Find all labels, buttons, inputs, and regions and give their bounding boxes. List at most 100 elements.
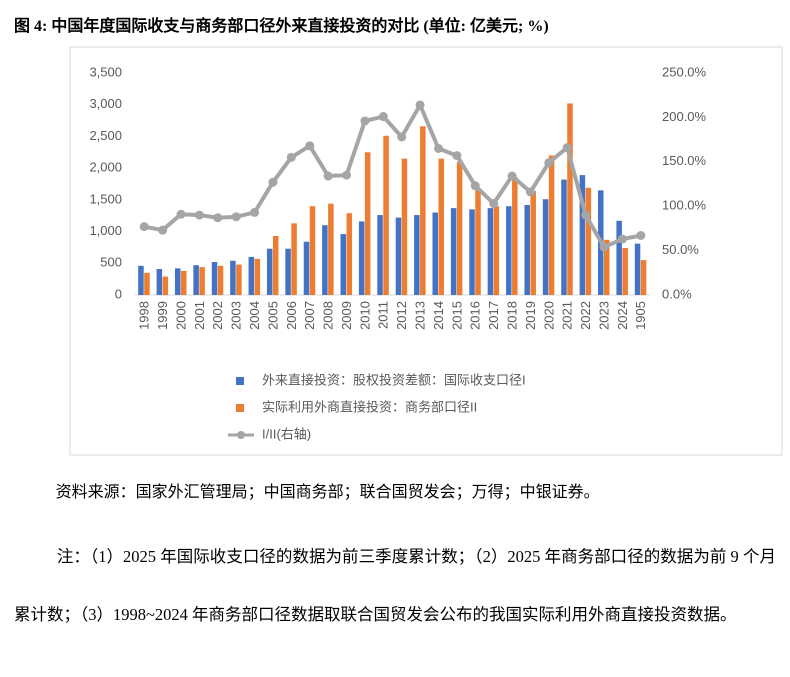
- line-marker: [213, 213, 223, 223]
- line-marker: [581, 210, 591, 220]
- legend-label: 外来直接投资：股权投资差额：国际收支口径I: [262, 372, 526, 387]
- y-tick-label: 2,500: [89, 128, 122, 143]
- bar: [340, 234, 347, 295]
- bar: [622, 248, 628, 295]
- x-tick-label: 2003: [229, 301, 244, 330]
- bar: [567, 103, 573, 296]
- x-tick-label: 2012: [394, 301, 409, 330]
- x-tick-label: 2022: [578, 301, 593, 330]
- bar: [616, 220, 622, 295]
- chart-frame: [69, 46, 783, 456]
- line-marker: [544, 158, 554, 168]
- legend-symbol: [237, 431, 245, 439]
- line-marker: [158, 225, 168, 235]
- line-marker: [342, 170, 352, 180]
- bar: [303, 241, 310, 295]
- line: [143, 102, 642, 250]
- line-marker: [176, 209, 186, 219]
- line-marker: [250, 207, 260, 217]
- legend-label: I/II(右轴): [262, 426, 311, 441]
- bar: [346, 213, 353, 295]
- line-marker: [489, 199, 499, 209]
- x-tick-label: 2024: [615, 301, 630, 330]
- y2-tick-label: 0.0%: [662, 286, 692, 301]
- y-tick-label: 3,000: [89, 96, 122, 111]
- bar: [230, 260, 236, 295]
- x-tick-label: 2015: [449, 301, 464, 330]
- y-tick-label: 3,500: [89, 64, 122, 79]
- bar: [432, 212, 438, 295]
- bar: [493, 206, 500, 295]
- bar: [377, 215, 383, 295]
- bar: [634, 243, 641, 295]
- bar: [456, 161, 463, 295]
- y2-tick-label: 50.0%: [662, 242, 699, 257]
- bar: [604, 239, 610, 295]
- bar: [358, 221, 365, 295]
- y2-tick-label: 150.0%: [662, 153, 707, 168]
- bar: [174, 268, 181, 295]
- x-tick-label: 1999: [155, 301, 170, 330]
- x-tick-label: 2008: [321, 301, 336, 330]
- legend-symbol: [236, 404, 244, 412]
- x-tick-label: 2019: [523, 301, 538, 330]
- bar: [585, 187, 592, 295]
- line-marker: [286, 152, 296, 162]
- legend-label: 实际利用外商直接投资：商务部口径II: [262, 399, 477, 414]
- line-marker: [525, 187, 535, 197]
- bar: [272, 236, 279, 295]
- bar: [450, 208, 457, 295]
- bar: [156, 268, 163, 295]
- line-marker: [470, 181, 480, 191]
- line-marker: [305, 141, 315, 151]
- x-tick-label: 2009: [339, 301, 354, 330]
- y-tick-label: 2,000: [89, 160, 122, 175]
- line-marker: [507, 171, 517, 181]
- line-marker: [433, 143, 443, 153]
- x-tick-label: 2000: [173, 301, 188, 330]
- bar: [180, 270, 187, 295]
- line-marker: [415, 100, 425, 110]
- x-tick-label: 2020: [541, 301, 556, 330]
- y2-tick-label: 200.0%: [662, 109, 707, 124]
- x-tick-label: 2001: [192, 301, 207, 330]
- bar: [487, 208, 494, 295]
- note: 注：（1）2025 年国际收支口径的数据为前三季度累计数；（2）2025 年商务…: [14, 547, 776, 624]
- bar: [530, 190, 536, 295]
- x-tick-label: 1905: [633, 301, 648, 330]
- bar: [266, 248, 273, 295]
- bar: [248, 256, 255, 295]
- x-tick-label: 2021: [560, 301, 575, 330]
- line-marker: [268, 177, 278, 187]
- bar: [328, 203, 334, 295]
- line-marker: [617, 234, 627, 244]
- x-tick-label: 2002: [210, 301, 225, 330]
- bar: [138, 265, 144, 295]
- line-marker: [139, 222, 149, 232]
- line-marker: [562, 143, 572, 153]
- x-tick-label: 2011: [376, 301, 391, 329]
- x-tick-label: 2010: [357, 301, 372, 330]
- y-tick-label: 1,000: [89, 223, 122, 238]
- line-marker: [599, 242, 609, 252]
- x-tick-label: 2006: [284, 301, 299, 330]
- line-marker: [452, 151, 462, 161]
- x-tick-label: 2014: [431, 301, 446, 330]
- legend-symbol: [236, 377, 244, 385]
- x-tick-label: 2005: [265, 301, 280, 330]
- figure-title: 图 4: 中国年度国际收支与商务部口径外来直接投资的对比 (单位: 亿美元; %…: [14, 18, 549, 35]
- x-tick-label: 2007: [302, 301, 317, 330]
- bar: [524, 204, 530, 295]
- bar: [542, 199, 549, 295]
- line-marker: [323, 171, 333, 181]
- bar: [640, 260, 647, 295]
- line-marker: [194, 210, 204, 220]
- bar: [401, 158, 408, 295]
- x-tick-label: 2016: [468, 301, 483, 330]
- bar: [193, 265, 199, 295]
- bar: [506, 206, 512, 295]
- bar: [561, 179, 567, 295]
- bar: [199, 267, 205, 295]
- line-marker: [397, 132, 407, 142]
- x-tick-label: 2023: [596, 301, 611, 330]
